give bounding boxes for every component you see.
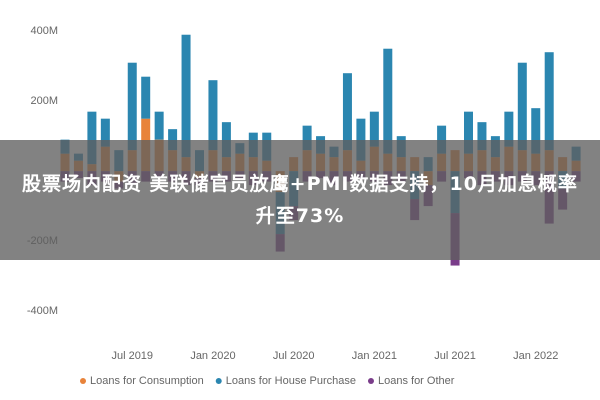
bar-segment: [437, 125, 447, 154]
x-tick-label: Jan 2021: [352, 350, 397, 362]
bar-segment: [221, 122, 231, 158]
bar-segment: [504, 111, 514, 147]
legend-marker: [80, 378, 86, 384]
legend-label: Loans for House Purchase: [226, 375, 356, 387]
bar-segment: [87, 111, 97, 165]
legend-label: Loans for Other: [378, 375, 455, 387]
x-tick-label: Jul 2020: [273, 350, 315, 362]
x-tick-label: Jan 2020: [190, 350, 235, 362]
bar-segment: [208, 80, 218, 151]
bar-segment: [531, 108, 541, 154]
x-tick-label: Jan 2022: [513, 350, 558, 362]
bar-segment: [154, 111, 164, 140]
bar-segment: [464, 111, 473, 154]
bar-segment: [517, 62, 527, 151]
bar-segment: [127, 62, 137, 151]
bar-segment: [100, 118, 110, 147]
bar-segment: [383, 48, 393, 154]
y-tick-label: -400M: [27, 305, 58, 317]
bar-segment: [302, 125, 312, 151]
legend-marker: [215, 378, 222, 384]
headline-banner: 股票场内配资 美联储官员放鹰+PMI数据支持，10月加息概率升至73%: [0, 140, 600, 260]
y-tick-label: 200M: [30, 95, 58, 107]
bar-segment: [141, 76, 151, 119]
bar-segment: [342, 73, 352, 151]
x-tick-label: Jul 2021: [434, 350, 476, 362]
bar-segment: [168, 129, 178, 151]
x-tick-label: Jul 2019: [111, 350, 153, 362]
bar-segment: [181, 34, 191, 158]
bar-segment: [544, 52, 554, 151]
bar-segment: [356, 118, 366, 161]
y-tick-label: 400M: [30, 25, 58, 37]
legend-marker: [367, 378, 374, 384]
legend-label: Loans for Consumption: [90, 375, 204, 387]
headline: 股票场内配资 美联储官员放鹰+PMI数据支持，10月加息概率升至73%: [22, 173, 578, 227]
bar-segment: [369, 111, 379, 147]
bar-segment: [477, 122, 487, 151]
